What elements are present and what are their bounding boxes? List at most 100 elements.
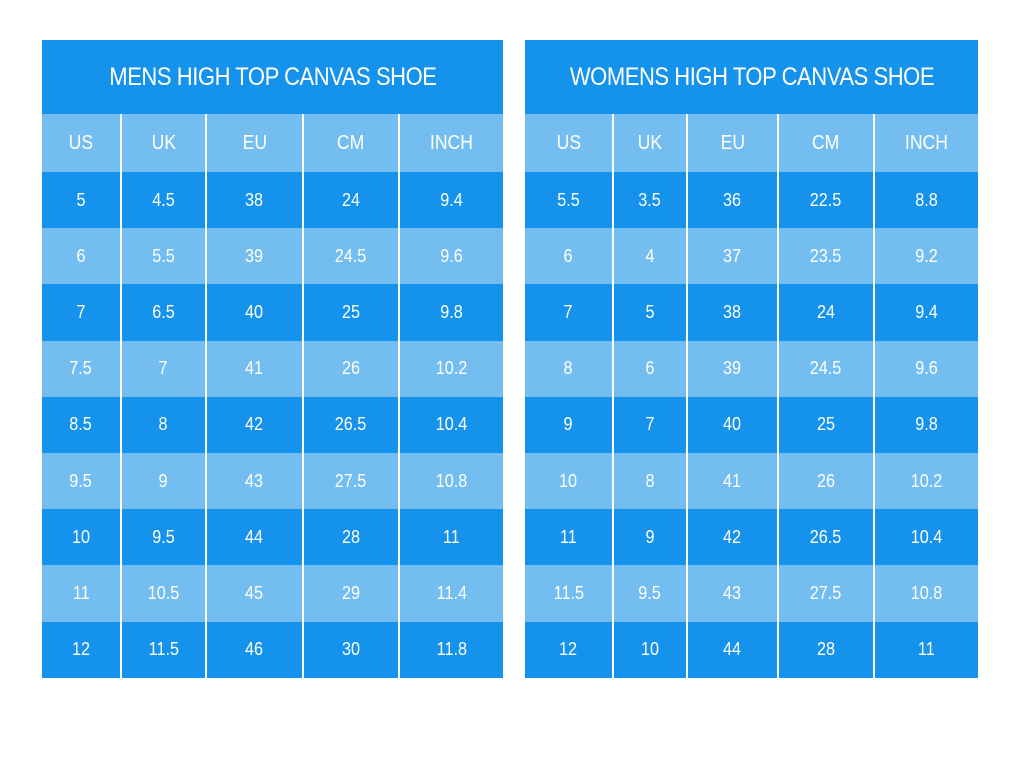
table-cell-text: 10	[559, 470, 578, 491]
table-cell: 9.5	[612, 565, 686, 622]
table-cell-text: 9	[645, 526, 655, 547]
table-cell-text: 41	[245, 358, 264, 379]
column-header-text: EU	[242, 131, 267, 154]
table-cell-text: 5.5	[557, 189, 580, 210]
table-cell-text: 29	[341, 582, 361, 603]
table-cell: 41	[686, 453, 777, 510]
table-cell-text: 42	[723, 526, 742, 547]
table-cell-text: 24.5	[810, 358, 842, 379]
table-cell: 3.5	[612, 172, 686, 229]
table-cell-text: 11	[443, 526, 460, 547]
table-cell-text: 6.5	[152, 301, 175, 322]
table-cell-text: 9.8	[915, 414, 938, 435]
table-cell-text: 4.5	[152, 189, 175, 210]
table-cell-text: 5	[76, 189, 86, 210]
column-header: CM	[777, 114, 873, 172]
table-cell-text: 10.8	[910, 582, 943, 603]
table-title-text: WOMENS HIGH TOP CANVAS SHOE	[569, 62, 934, 91]
table-cell-text: 10	[640, 639, 660, 660]
table-cell: 9	[525, 396, 612, 453]
table-cell: 39	[205, 228, 302, 285]
size-table: WOMENS HIGH TOP CANVAS SHOE US UK EU CM INCH 5…	[525, 40, 978, 678]
table-cell-text: 38	[245, 189, 264, 210]
table-cell-text: 22.5	[810, 189, 842, 210]
table-cell: 8	[120, 396, 205, 453]
table-cell: 25	[302, 284, 398, 341]
table-cell: 5.5	[120, 228, 205, 285]
table-cell-text: 30	[341, 639, 361, 660]
table-cell-text: 23.5	[810, 245, 842, 266]
table-cell: 10.4	[398, 396, 503, 453]
table-cell-text: 6	[563, 245, 573, 266]
table-cell-text: 3.5	[638, 189, 662, 210]
table-cell-text: 10.5	[147, 582, 180, 603]
table-cell: 6	[612, 340, 686, 397]
table-cell-text: 8	[563, 358, 573, 379]
column-header: CM	[302, 114, 398, 172]
table-cell: 23.5	[777, 228, 873, 285]
table-cell: 11.5	[525, 565, 612, 622]
table-cell: 11.8	[398, 621, 503, 678]
table-cell: 46	[205, 621, 302, 678]
table-cell: 9.5	[120, 509, 205, 566]
table-cell: 29	[302, 565, 398, 622]
table-cell-text: 26	[341, 358, 361, 379]
column-header: UK	[612, 114, 686, 172]
column-header-text: US	[556, 131, 581, 154]
table-cell: 11	[525, 509, 612, 566]
table-cell-text: 8	[645, 470, 655, 491]
table-cell-text: 26.5	[335, 414, 367, 435]
table-cell-text: 28	[341, 526, 361, 547]
table-cell: 9.5	[42, 453, 120, 510]
table-cell: 10.8	[398, 453, 503, 510]
table-cell: 6.5	[120, 284, 205, 341]
table-cell-text: 9.5	[152, 526, 175, 547]
table-cell: 42	[205, 396, 302, 453]
table-cell: 4	[612, 228, 686, 285]
table-cell-text: 24.5	[335, 245, 367, 266]
table-cell: 7	[120, 340, 205, 397]
table-cell-text: 4	[645, 245, 655, 266]
table-cell: 43	[686, 565, 777, 622]
table-cell: 9.2	[873, 228, 978, 285]
table-cell: 7.5	[42, 340, 120, 397]
table-cell-text: 24	[341, 189, 361, 210]
table-cell-text: 11	[560, 526, 577, 547]
table-cell: 40	[686, 396, 777, 453]
table-cell: 10.5	[120, 565, 205, 622]
column-header: EU	[686, 114, 777, 172]
column-header-text: INCH	[904, 131, 949, 154]
table-cell-text: 6	[645, 358, 655, 379]
table-cell-text: 26	[816, 470, 836, 491]
column-header-text: CM	[337, 131, 365, 154]
table-cell: 24	[302, 172, 398, 229]
table-cell-text: 9.6	[440, 245, 463, 266]
table-cell: 38	[205, 172, 302, 229]
table-cell-text: 10.2	[435, 358, 468, 379]
table-cell-text: 9.4	[440, 189, 463, 210]
table-cell-text: 38	[723, 301, 742, 322]
table-cell: 42	[686, 509, 777, 566]
table-cell: 26.5	[777, 509, 873, 566]
table-cell-text: 39	[723, 358, 742, 379]
table-cell: 10.8	[873, 565, 978, 622]
column-header-text: EU	[720, 131, 745, 154]
table-cell-text: 41	[723, 470, 742, 491]
table-cell-text: 39	[245, 245, 264, 266]
column-header-text: UK	[637, 131, 663, 154]
table-cell-text: 45	[245, 582, 264, 603]
table-title: WOMENS HIGH TOP CANVAS SHOE	[525, 40, 978, 114]
table-cell: 7	[42, 284, 120, 341]
table-cell: 11.4	[398, 565, 503, 622]
table-cell: 5	[42, 172, 120, 229]
table-cell: 41	[205, 340, 302, 397]
table-cell-text: 46	[245, 639, 264, 660]
column-header: US	[42, 114, 120, 172]
table-cell: 7	[525, 284, 612, 341]
table-title: MENS HIGH TOP CANVAS SHOE	[42, 40, 503, 114]
table-cell-text: 10.8	[435, 470, 468, 491]
table-cell: 6	[525, 228, 612, 285]
column-header: INCH	[873, 114, 978, 172]
table-cell-text: 9.8	[440, 301, 463, 322]
table-cell-text: 5	[645, 301, 655, 322]
